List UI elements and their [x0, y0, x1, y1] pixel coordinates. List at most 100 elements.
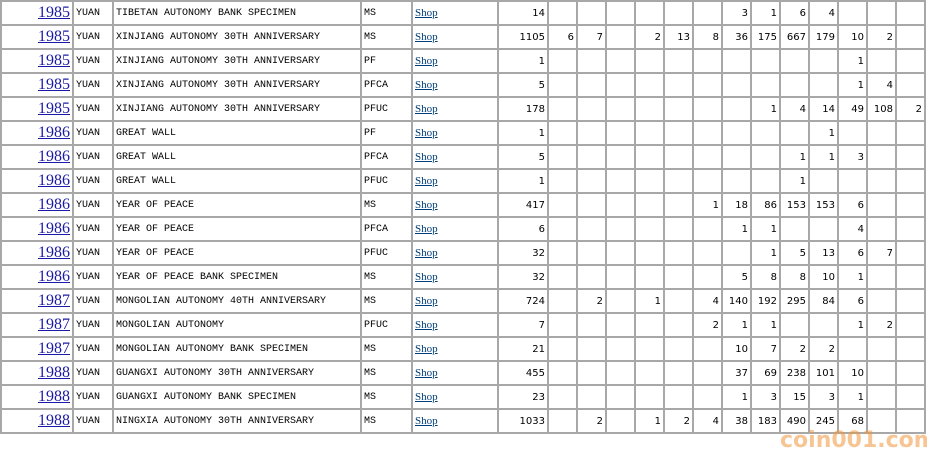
count-cell: 5	[721, 264, 752, 290]
count-cell	[634, 48, 665, 74]
count-cell: 10	[808, 264, 839, 290]
grade-cell: PFUC	[360, 96, 413, 122]
count-cell	[895, 264, 926, 290]
year-link[interactable]: 1985	[38, 52, 70, 69]
count-cell	[634, 120, 665, 146]
year-link[interactable]: 1986	[38, 244, 70, 261]
shop-link[interactable]: Shop	[415, 198, 438, 211]
count-cell: 1	[808, 144, 839, 170]
count-cell	[692, 384, 723, 410]
year-link[interactable]: 1987	[38, 340, 70, 357]
year-link[interactable]: 1988	[38, 388, 70, 405]
total-cell: 23	[497, 384, 549, 410]
shop-link[interactable]: Shop	[415, 270, 438, 283]
shop-link[interactable]: Shop	[415, 390, 438, 403]
count-cell: 18	[721, 192, 752, 218]
count-cell	[576, 216, 607, 242]
shop-link[interactable]: Shop	[415, 414, 438, 427]
shop-link[interactable]: Shop	[415, 366, 438, 379]
count-cell	[547, 216, 578, 242]
count-cell	[547, 144, 578, 170]
count-cell	[895, 0, 926, 26]
count-cell	[866, 216, 897, 242]
shop-link[interactable]: Shop	[415, 6, 438, 19]
shop-link[interactable]: Shop	[415, 126, 438, 139]
count-cell: 1	[837, 312, 868, 338]
year-cell: 1987	[0, 288, 74, 314]
count-cell	[692, 216, 723, 242]
count-cell: 2	[663, 408, 694, 434]
count-cell	[605, 72, 636, 98]
description-cell: GREAT WALL	[112, 168, 362, 194]
table-row: 1985 YUAN XINJIANG AUTONOMY 30TH ANNIVERSA…	[0, 72, 926, 98]
count-cell	[895, 384, 926, 410]
description-cell: GREAT WALL	[112, 144, 362, 170]
shop-link[interactable]: Shop	[415, 246, 438, 259]
year-link[interactable]: 1986	[38, 148, 70, 165]
year-link[interactable]: 1987	[38, 292, 70, 309]
shop-link[interactable]: Shop	[415, 222, 438, 235]
count-cell: 7	[866, 240, 897, 266]
count-cell: 108	[866, 96, 897, 122]
year-link[interactable]: 1986	[38, 220, 70, 237]
shop-cell: Shop	[411, 96, 499, 122]
count-cell	[895, 312, 926, 338]
count-cell	[547, 336, 578, 362]
count-cell: 4	[837, 216, 868, 242]
denomination-cell: YUAN	[72, 384, 114, 410]
shop-link[interactable]: Shop	[415, 342, 438, 355]
count-cell: 68	[837, 408, 868, 434]
count-cell	[634, 168, 665, 194]
count-cell: 667	[779, 24, 810, 50]
shop-link[interactable]: Shop	[415, 150, 438, 163]
denomination-cell: YUAN	[72, 240, 114, 266]
year-link[interactable]: 1985	[38, 100, 70, 117]
count-cell	[837, 336, 868, 362]
total-cell: 724	[497, 288, 549, 314]
year-link[interactable]: 1988	[38, 412, 70, 429]
year-cell: 1988	[0, 408, 74, 434]
year-link[interactable]: 1985	[38, 28, 70, 45]
coin-table: 1985 YUAN TIBETAN AUTONOMY BANK SPECIMEN MS…	[0, 0, 926, 434]
count-cell	[547, 288, 578, 314]
count-cell: 15	[779, 384, 810, 410]
shop-cell: Shop	[411, 168, 499, 194]
year-link[interactable]: 1986	[38, 172, 70, 189]
year-link[interactable]: 1986	[38, 268, 70, 285]
count-cell	[750, 120, 781, 146]
count-cell: 86	[750, 192, 781, 218]
total-cell: 1	[497, 120, 549, 146]
total-cell: 32	[497, 240, 549, 266]
count-cell	[634, 264, 665, 290]
denomination-cell: YUAN	[72, 72, 114, 98]
shop-link[interactable]: Shop	[415, 102, 438, 115]
grade-cell: PFUC	[360, 312, 413, 338]
count-cell: 140	[721, 288, 752, 314]
year-link[interactable]: 1985	[38, 76, 70, 93]
count-cell	[663, 0, 694, 26]
count-cell	[808, 312, 839, 338]
description-cell: XINJIANG AUTONOMY 30TH ANNIVERSARY	[112, 72, 362, 98]
count-cell	[866, 120, 897, 146]
year-link[interactable]: 1987	[38, 316, 70, 333]
count-cell	[576, 120, 607, 146]
count-cell: 84	[808, 288, 839, 314]
shop-link[interactable]: Shop	[415, 174, 438, 187]
count-cell	[576, 384, 607, 410]
shop-link[interactable]: Shop	[415, 54, 438, 67]
shop-link[interactable]: Shop	[415, 78, 438, 91]
table-row: 1987 YUAN MONGOLIAN AUTONOMY PFUC Shop 7 2 1 1 1 2	[0, 312, 926, 338]
year-link[interactable]: 1986	[38, 124, 70, 141]
shop-link[interactable]: Shop	[415, 30, 438, 43]
count-cell: 8	[750, 264, 781, 290]
count-cell	[663, 360, 694, 386]
shop-link[interactable]: Shop	[415, 294, 438, 307]
shop-cell: Shop	[411, 0, 499, 26]
year-link[interactable]: 1985	[38, 4, 70, 21]
shop-link[interactable]: Shop	[415, 318, 438, 331]
count-cell	[634, 336, 665, 362]
count-cell	[895, 24, 926, 50]
year-link[interactable]: 1986	[38, 196, 70, 213]
year-link[interactable]: 1988	[38, 364, 70, 381]
